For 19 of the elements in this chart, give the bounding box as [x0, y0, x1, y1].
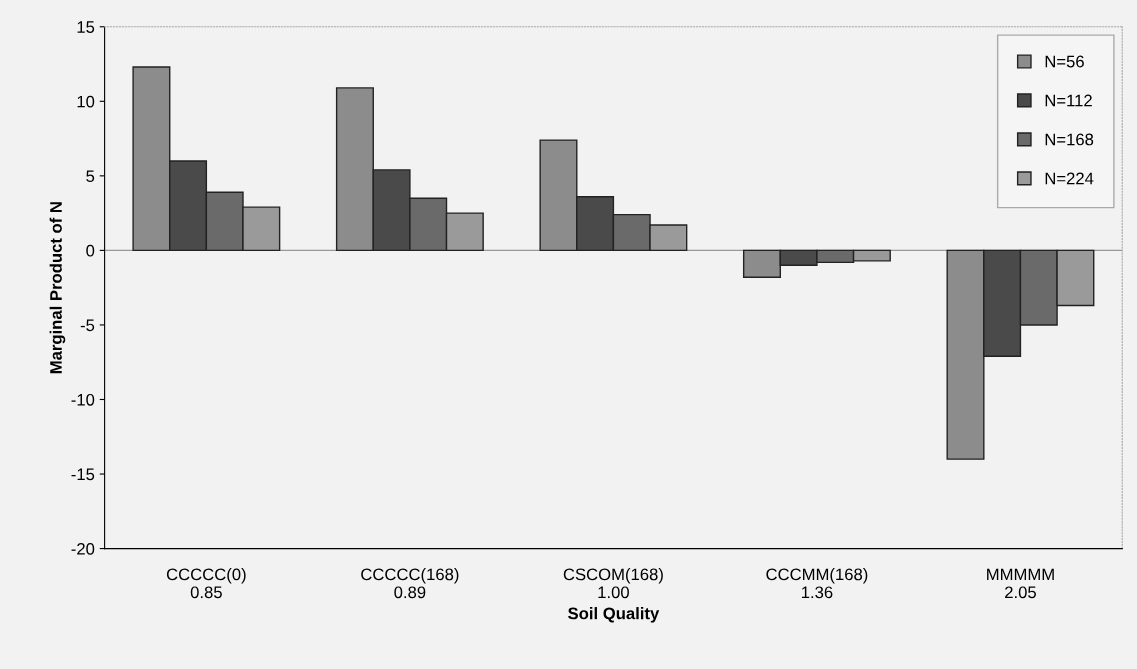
- y-tick-label: 0: [86, 244, 95, 257]
- y-tick-label: 10: [77, 95, 95, 108]
- x-tick-label: CSCOM(168) 1.00: [563, 568, 663, 599]
- x-tick-label: MMMMM 2.05: [987, 568, 1054, 599]
- x-tick-label: CCCCC(0) 0.85: [166, 568, 246, 599]
- x-tick-label: CCCCC(168) 0.89: [361, 568, 459, 599]
- y-tick-label: -20: [71, 542, 95, 555]
- legend-label: N=56: [1045, 55, 1084, 68]
- x-tick-label: CCCMM(168) 1.36: [766, 568, 868, 599]
- x-axis-title: Soil Quality: [568, 607, 660, 623]
- y-tick-label: 15: [77, 21, 95, 33]
- legend-label: N=168: [1045, 133, 1094, 146]
- legend-label: N=112: [1045, 94, 1092, 107]
- legend-label: N=224: [1045, 172, 1094, 185]
- y-tick-label: 5: [86, 170, 95, 183]
- y-tick-label: -10: [71, 393, 95, 406]
- y-tick-label: -5: [80, 319, 95, 332]
- y-tick-label: -15: [71, 468, 95, 481]
- y-axis-title: Marginal Product of N: [49, 202, 66, 374]
